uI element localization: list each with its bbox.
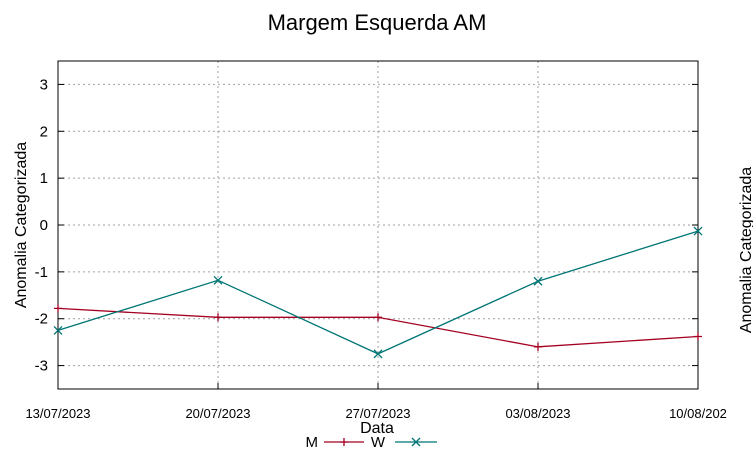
data-point xyxy=(213,275,223,285)
y-axis-label: Anomalia Categorizada xyxy=(13,142,30,308)
x-tick-label: 27/07/2023 xyxy=(345,406,410,421)
y-tick-label: -2 xyxy=(35,311,48,328)
x-tick-label: 03/08/2023 xyxy=(505,406,570,421)
data-point xyxy=(693,226,703,236)
legend-label: M xyxy=(306,434,319,451)
y-tick-label: -1 xyxy=(35,264,48,281)
y-tick-label: 0 xyxy=(40,217,48,234)
data-point xyxy=(533,276,543,286)
data-point xyxy=(53,325,63,335)
y-tick-label: 2 xyxy=(40,123,48,140)
y-tick-label: 3 xyxy=(40,76,48,93)
y-tick-label: -3 xyxy=(35,358,48,375)
legend-marker xyxy=(411,437,421,447)
data-point xyxy=(214,313,222,322)
right-y-axis-label: Anomalia Categorizada xyxy=(738,167,753,333)
x-axis: 13/07/2023 20/07/2023 27/07/2023 03/08/2023… xyxy=(25,383,727,421)
series-M xyxy=(54,304,702,351)
data-point xyxy=(694,332,702,341)
data-point xyxy=(54,304,62,313)
y-tick-label: 1 xyxy=(40,170,48,187)
x-tick-label: 13/07/2023 xyxy=(25,406,90,421)
data-point xyxy=(373,349,383,359)
legend-label: W xyxy=(371,434,386,451)
y-axis: 3 2 1 0 -1 -2 -3 xyxy=(35,76,698,375)
series-layer xyxy=(53,226,703,359)
x-tick-label: 10/08/202 xyxy=(669,406,727,421)
series-W xyxy=(53,226,703,359)
x-axis-label: Data xyxy=(360,420,394,437)
chart-title: Margem Esquerda AM xyxy=(268,10,487,35)
x-tick-label: 20/07/2023 xyxy=(185,406,250,421)
data-point xyxy=(534,342,542,351)
data-point xyxy=(374,313,382,322)
gridlines xyxy=(57,61,699,389)
legend-marker xyxy=(340,438,348,446)
